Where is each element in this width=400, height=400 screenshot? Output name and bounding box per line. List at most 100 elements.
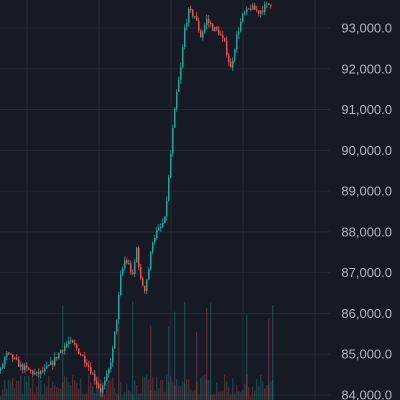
candle-body [222, 35, 224, 39]
candle-body [256, 9, 258, 11]
candle-body [210, 22, 212, 25]
volume-bar [30, 387, 32, 400]
candle-body [88, 365, 90, 368]
candle-body [74, 342, 76, 345]
volume-bar [240, 392, 242, 400]
volume-bar [76, 383, 78, 400]
volume-bar [164, 391, 166, 400]
volume-bar [196, 331, 198, 400]
candle-body [190, 8, 192, 11]
volume-bar [24, 375, 26, 400]
volume-bar [238, 391, 240, 400]
volume-bar [60, 388, 62, 400]
candle-body [48, 365, 50, 367]
volume-bar [266, 385, 268, 400]
volume-bar [136, 385, 138, 400]
candlesticks [0, 1, 272, 397]
volume-bar [110, 380, 112, 400]
candle-body [58, 352, 60, 359]
candle-body [34, 372, 36, 375]
volume-bar [104, 394, 106, 400]
candle-body [112, 348, 114, 363]
candle-body [24, 365, 26, 370]
candle-body [262, 10, 264, 12]
candle-body [10, 353, 12, 355]
volume-bar [214, 394, 216, 400]
candle-body [242, 13, 244, 22]
candle-body [80, 353, 82, 356]
volume-bar [138, 393, 140, 400]
volume-bar [16, 380, 18, 400]
candle-body [140, 267, 142, 279]
candle-body [102, 385, 104, 393]
volume-bar [246, 374, 248, 400]
candle-body [120, 274, 122, 296]
volume-bar [268, 318, 270, 400]
candle-body [184, 27, 186, 48]
candle-body [224, 38, 226, 42]
volume-bar [142, 376, 144, 400]
candle-body [186, 22, 188, 28]
candle-body [250, 8, 252, 10]
volume-bar [32, 377, 34, 400]
volume-bar [228, 387, 230, 400]
volume-bar [168, 382, 170, 400]
volume-bar [168, 326, 170, 400]
candle-body [188, 8, 190, 23]
volume-bar [78, 388, 80, 400]
volume-bar [180, 386, 182, 400]
candle-body [94, 373, 96, 381]
volume-bar [74, 380, 76, 400]
y-tick-label: 84,000.0 [341, 388, 392, 400]
candle-body [82, 355, 84, 357]
candle-body [236, 34, 238, 50]
volume-bar [34, 392, 36, 400]
candle-body [12, 354, 14, 359]
volume-bar [134, 380, 136, 400]
candle-body [40, 370, 42, 375]
grid-lines [0, 0, 330, 400]
volume-bar [72, 375, 74, 400]
volume-bar [126, 383, 128, 400]
candle-body [0, 368, 2, 371]
volume-bar [130, 391, 132, 400]
candle-body [174, 108, 176, 128]
volume-bar [140, 393, 142, 400]
candle-body [240, 21, 242, 32]
volume-bar [22, 393, 24, 400]
volume-bars [0, 301, 274, 400]
candle-body [266, 3, 268, 5]
volume-bar [68, 382, 70, 400]
candle-body [92, 373, 94, 375]
candle-body [232, 60, 234, 68]
volume-bar [254, 390, 256, 400]
candle-body [260, 10, 262, 14]
volume-bar [148, 379, 150, 400]
volume-bar [244, 383, 246, 400]
volume-bar [232, 378, 234, 400]
price-axis[interactable]: 84,000.0 85,000.0 86,000.0 87,000.0 88,000.0… [341, 21, 392, 400]
volume-bar [150, 325, 152, 400]
volume-bar [36, 386, 38, 400]
volume-bar [86, 392, 88, 400]
candle-body [30, 369, 32, 371]
candle-body [194, 16, 196, 18]
candle-body [150, 252, 152, 270]
candle-body [170, 154, 172, 178]
volume-bar [204, 374, 206, 400]
volume-bar [114, 387, 116, 400]
candle-body [16, 357, 18, 360]
y-tick-label: 86,000.0 [341, 306, 392, 321]
volume-bar [58, 387, 60, 400]
candle-body [86, 362, 88, 366]
candle-body [114, 331, 116, 349]
candle-body [44, 368, 46, 372]
candle-body [42, 370, 44, 372]
volume-bar [64, 376, 66, 400]
volume-bar [192, 391, 194, 400]
candle-body [132, 272, 134, 274]
candle-body [192, 10, 194, 17]
volume-bar [0, 395, 2, 400]
